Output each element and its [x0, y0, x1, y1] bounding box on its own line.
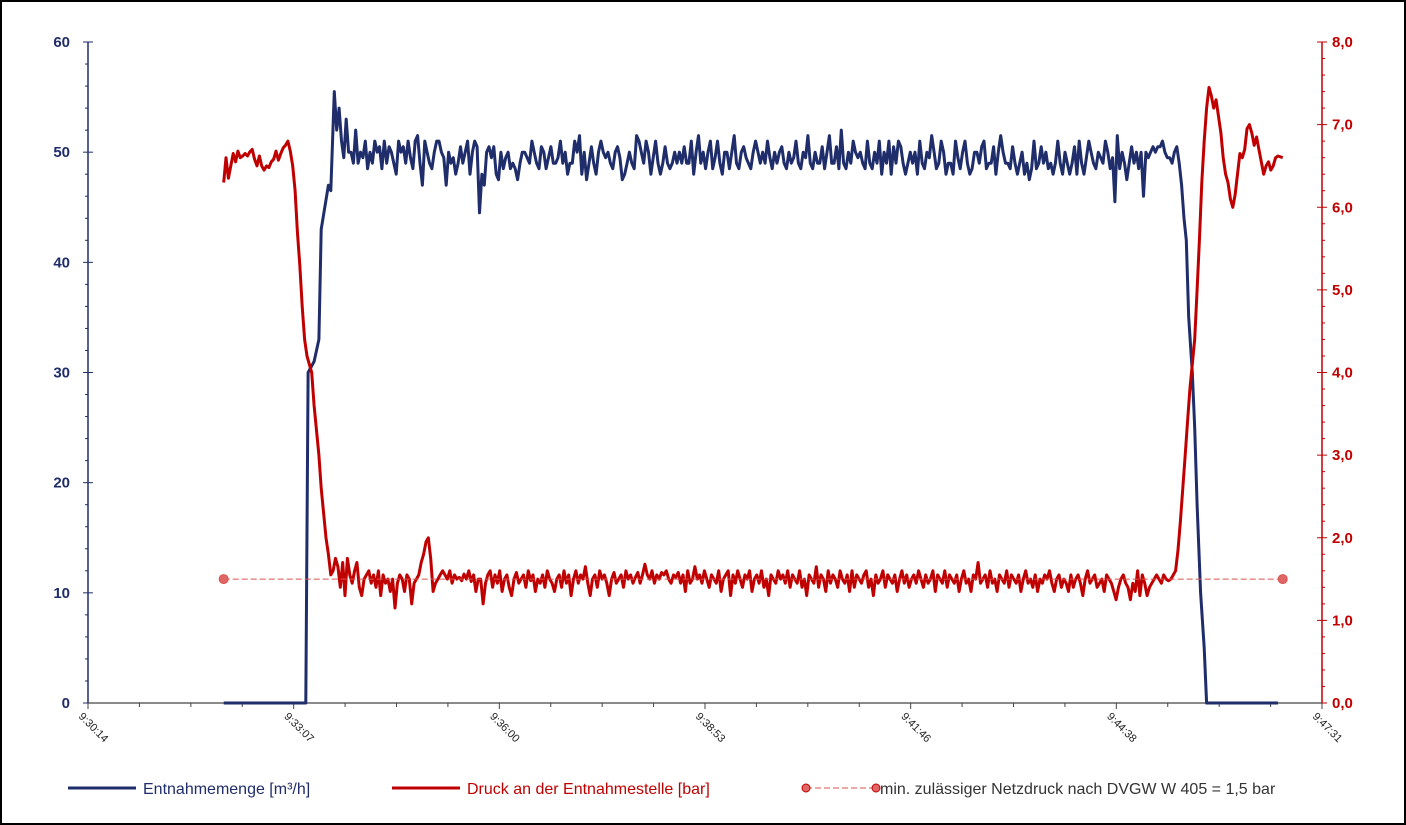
plot-area	[218, 85, 1288, 705]
left-tick-label: 20	[53, 475, 70, 492]
left-tick-label: 60	[53, 34, 70, 51]
right-tick-label: 7,0	[1332, 117, 1353, 134]
x-tick-label: 9:41:46	[899, 711, 933, 745]
legend-limit-marker-right	[871, 783, 881, 793]
limit-series-marker	[218, 574, 229, 585]
left-tick-label: 30	[53, 365, 70, 382]
axes: 0 10 20 30 40 50 60 0,0 1,0 2,0 3,0 4,0 5,0 6,0 7,0 8,0…	[53, 34, 1353, 745]
left-tick-label: 40	[53, 254, 70, 271]
x-tick-label: 9:47:31	[1310, 711, 1344, 745]
x-tick-label: 9:36:00	[487, 711, 521, 745]
left-tick-label: 10	[53, 585, 70, 602]
right-tick-label: 0,0	[1332, 695, 1353, 712]
left-tick-label: 0	[62, 695, 70, 712]
legend: Entnahmemenge [m³/h] Druck an der Entnah…	[68, 781, 1276, 798]
x-tick-label: 9:30:14	[76, 711, 110, 745]
right-tick-label: 3,0	[1332, 447, 1353, 464]
x-tick-label: 9:38:53	[693, 711, 727, 745]
pressure-series-line	[222, 85, 1284, 610]
right-tick-label: 8,0	[1332, 34, 1353, 51]
x-tick-label: 9:33:07	[282, 711, 316, 745]
legend-limit-marker-left	[801, 783, 811, 793]
legend-pressure-label: Druck an der Entnahmestelle [bar]	[467, 781, 710, 798]
right-tick-label: 1,0	[1332, 612, 1353, 629]
flow-series-line	[223, 90, 1278, 705]
right-tick-label: 4,0	[1332, 365, 1353, 382]
legend-flow-label: Entnahmemenge [m³/h]	[143, 781, 310, 798]
right-tick-label: 2,0	[1332, 530, 1353, 547]
x-tick-label: 9:44:38	[1104, 711, 1138, 745]
right-tick-label: 5,0	[1332, 282, 1353, 299]
left-tick-label: 50	[53, 144, 70, 161]
limit-series-marker	[1277, 574, 1288, 585]
right-tick-label: 6,0	[1332, 199, 1353, 216]
legend-limit-label: min. zulässiger Netzdruck nach DVGW W 40…	[880, 781, 1276, 798]
